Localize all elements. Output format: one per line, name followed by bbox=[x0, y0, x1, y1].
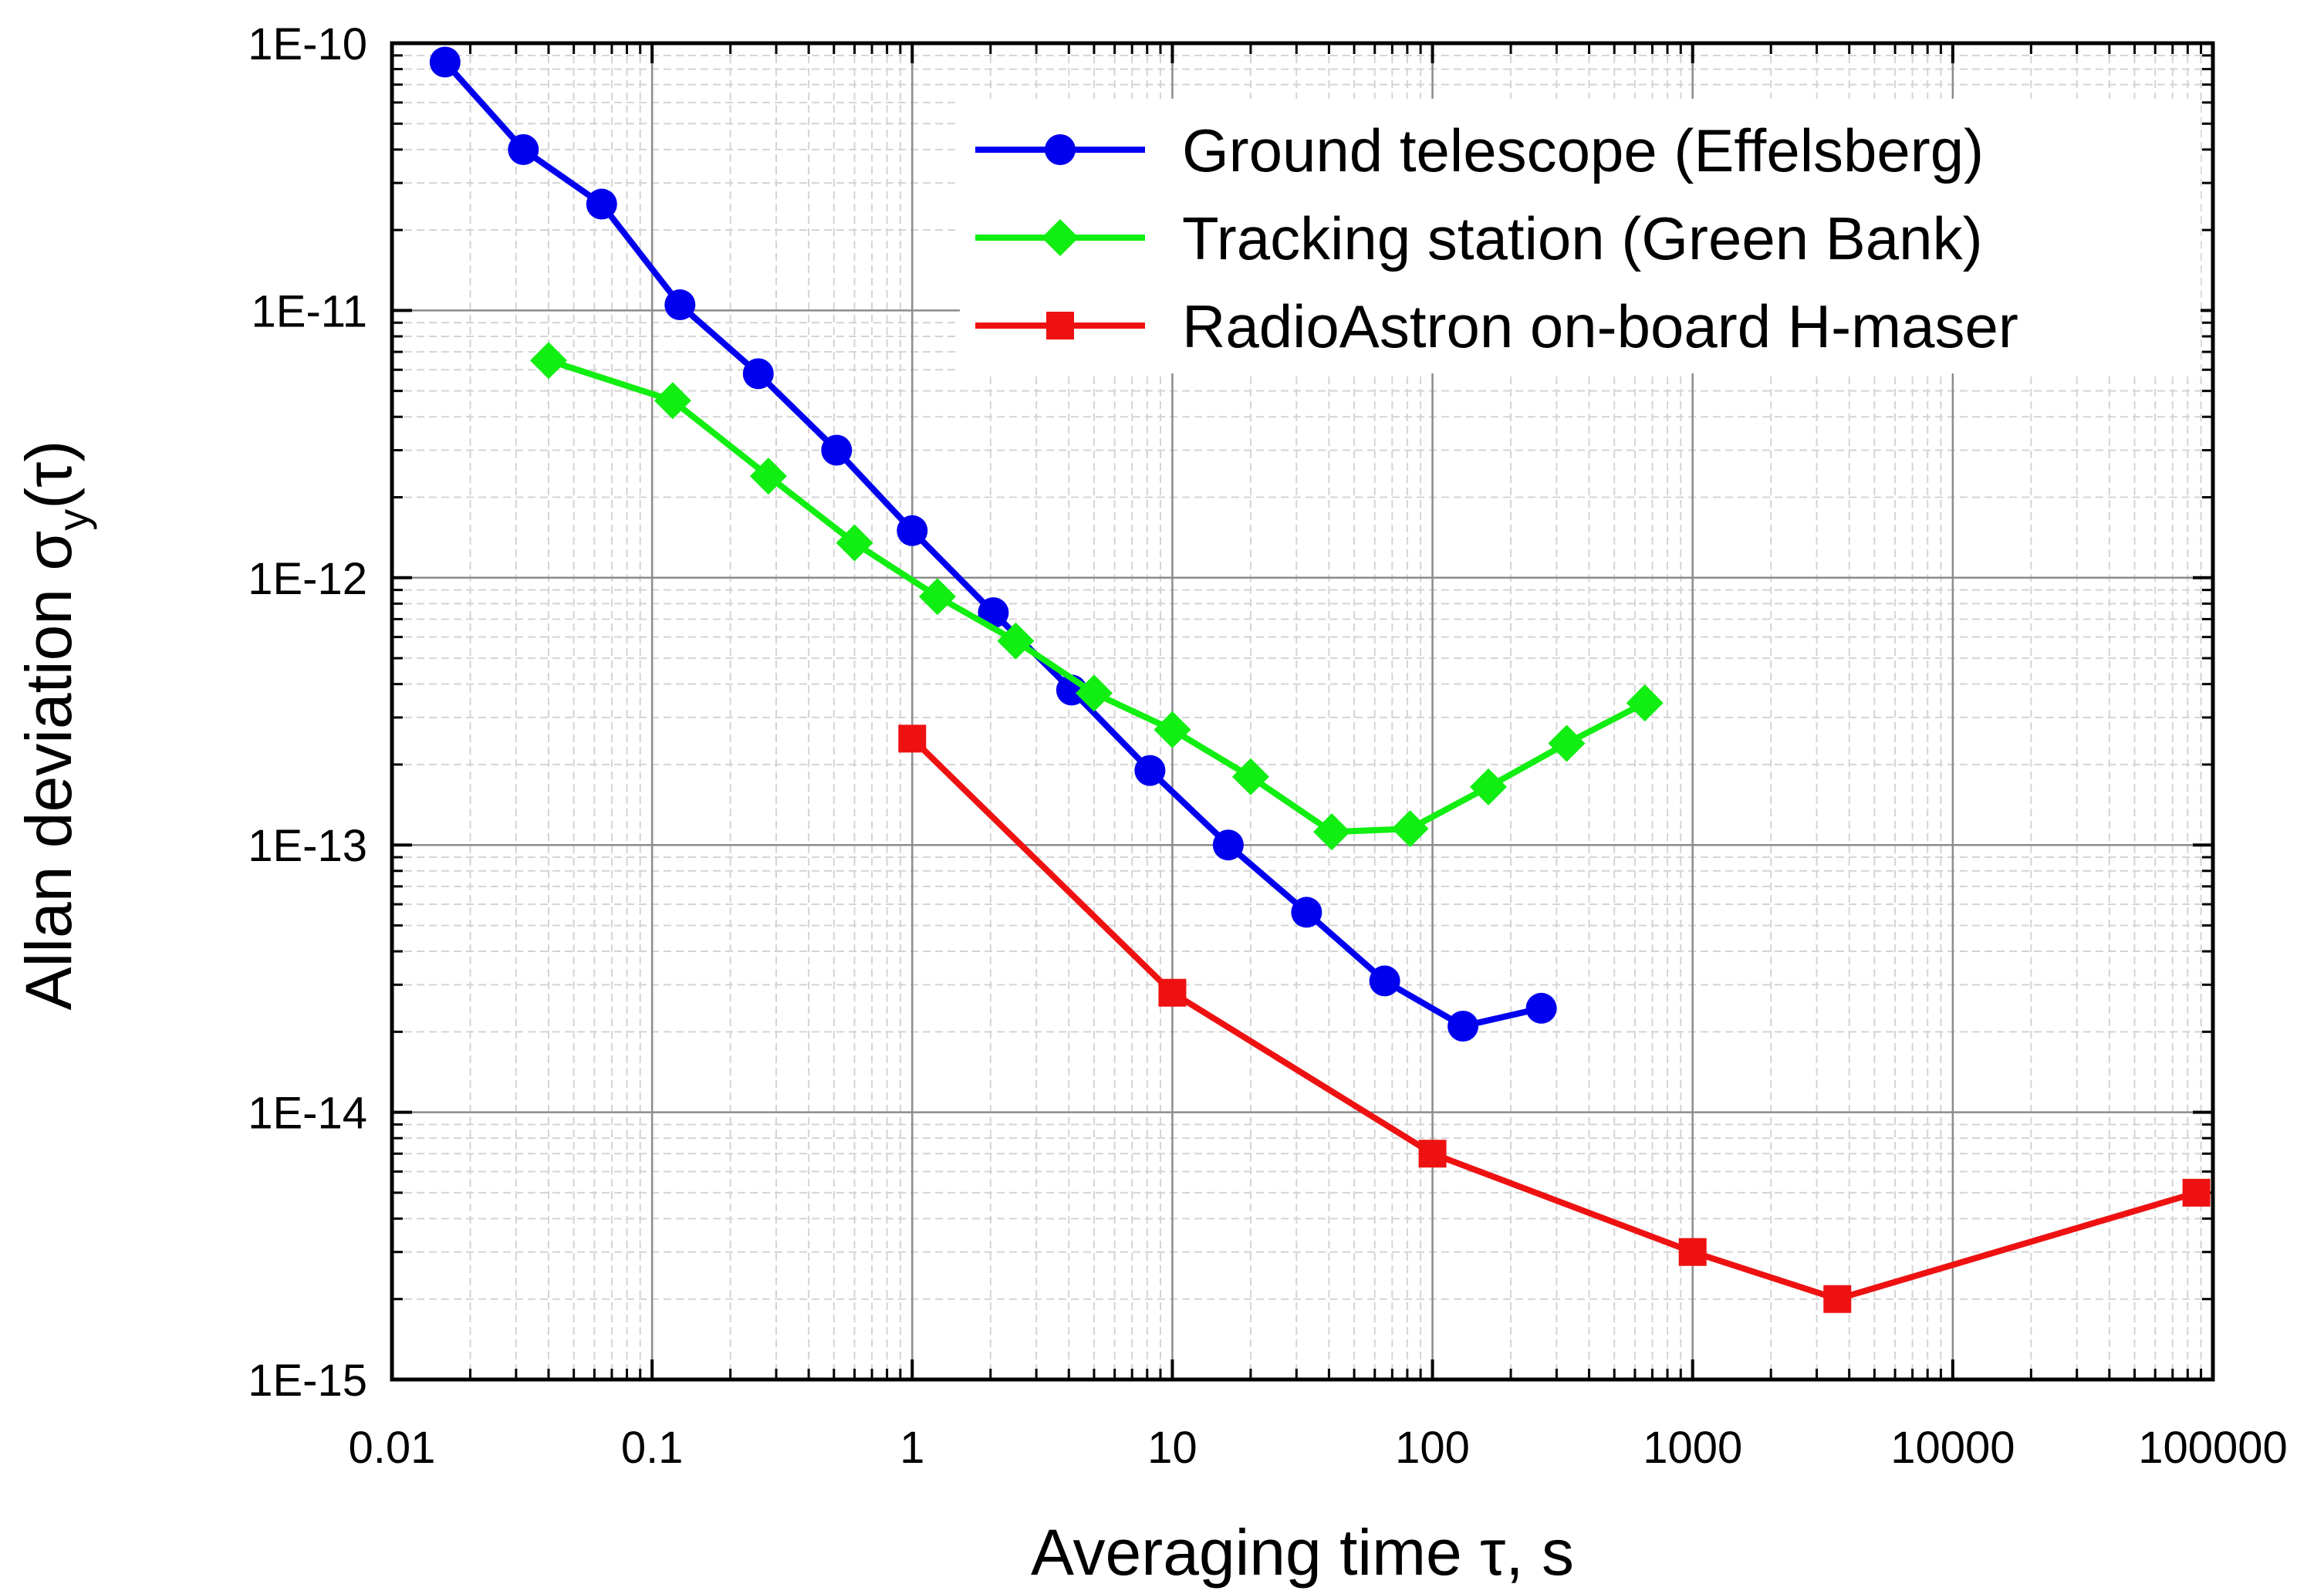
legend-entry: Tracking station (Green Bank) bbox=[975, 204, 1983, 272]
legend-marker-square bbox=[1046, 312, 1074, 339]
data-point-diamond bbox=[918, 578, 956, 616]
y-tick-label: 1E-10 bbox=[248, 19, 367, 69]
x-tick-label: 10000 bbox=[1890, 1423, 2015, 1473]
y-tick-label: 1E-14 bbox=[248, 1089, 367, 1139]
legend: Ground telescope (Effelsberg) Tracking st… bbox=[960, 99, 2201, 373]
series-layer bbox=[429, 46, 2211, 1313]
data-point-square bbox=[2182, 1178, 2211, 1207]
data-point-diamond bbox=[1154, 711, 1191, 748]
legend-box bbox=[960, 99, 2201, 373]
series-3 bbox=[898, 724, 2211, 1313]
minor-gridlines bbox=[392, 43, 2213, 1380]
data-point-diamond bbox=[997, 622, 1035, 660]
data-point-circle bbox=[1212, 829, 1244, 861]
y-axis-ticks: 1E-15 1E-14 1E-13 1E-12 1E-11 1E-10 bbox=[248, 19, 2213, 1406]
data-point-circle bbox=[1291, 897, 1322, 928]
data-point-diamond bbox=[749, 458, 787, 495]
data-point-circle bbox=[821, 434, 853, 466]
series-2 bbox=[529, 342, 1664, 851]
plot-axes bbox=[390, 41, 2215, 1382]
data-point-circle bbox=[897, 515, 928, 546]
data-point-diamond bbox=[1313, 813, 1351, 851]
data-point-circle bbox=[1369, 965, 1400, 997]
data-point-circle bbox=[1525, 992, 1557, 1024]
y-tick-label: 1E-15 bbox=[248, 1356, 367, 1406]
data-point-square bbox=[1678, 1238, 1707, 1266]
x-tick-label: 1000 bbox=[1643, 1423, 1742, 1473]
data-point-circle bbox=[1447, 1010, 1479, 1042]
data-point-diamond bbox=[1548, 724, 1586, 762]
x-tick-label: 100 bbox=[1395, 1423, 1470, 1473]
y-tick-label: 1E-11 bbox=[252, 286, 367, 336]
data-point-diamond bbox=[1626, 684, 1664, 722]
y-tick-label: 1E-13 bbox=[248, 821, 367, 871]
x-tick-label: 10 bbox=[1147, 1423, 1197, 1473]
legend-label: Ground telescope (Effelsberg) bbox=[1182, 117, 1984, 184]
data-point-diamond bbox=[1470, 768, 1508, 805]
x-axis-title: Averaging time τ, s bbox=[1031, 1516, 1574, 1589]
data-point-diamond bbox=[1231, 758, 1269, 795]
data-point-square bbox=[898, 724, 927, 753]
legend-entry: RadioAstron on-board H-maser bbox=[975, 292, 2018, 360]
x-tick-label: 100000 bbox=[2138, 1423, 2288, 1473]
data-point-circle bbox=[429, 46, 461, 78]
data-point-diamond bbox=[1391, 810, 1429, 848]
data-point-circle bbox=[664, 289, 696, 321]
legend-marker-diamond bbox=[1042, 219, 1079, 256]
legend-entry: Ground telescope (Effelsberg) bbox=[975, 117, 1984, 184]
data-point-circle bbox=[508, 133, 539, 165]
data-point-square bbox=[1418, 1140, 1447, 1168]
series-line bbox=[910, 736, 2197, 1302]
legend-label: RadioAstron on-board H-maser bbox=[1182, 292, 2018, 360]
y-axis-title: Allan deviation σy(τ) bbox=[12, 441, 97, 1011]
legend-label: Tracking station (Green Bank) bbox=[1182, 204, 1983, 272]
data-point-square bbox=[1158, 978, 1187, 1007]
data-point-diamond bbox=[836, 524, 873, 562]
series-1 bbox=[429, 46, 1557, 1042]
x-tick-label: 0.01 bbox=[349, 1423, 436, 1473]
plot-frame bbox=[390, 41, 2215, 1382]
series-line bbox=[547, 357, 1647, 836]
x-tick-label: 1 bbox=[900, 1423, 924, 1473]
legend-marker-circle bbox=[1045, 134, 1076, 165]
data-point-circle bbox=[586, 188, 617, 220]
data-point-diamond bbox=[529, 342, 567, 380]
y-tick-label: 1E-12 bbox=[248, 554, 367, 604]
data-point-diamond bbox=[654, 382, 691, 420]
x-tick-label: 0.1 bbox=[621, 1423, 684, 1473]
data-point-circle bbox=[1134, 755, 1166, 786]
data-point-circle bbox=[742, 358, 774, 390]
data-point-diamond bbox=[1075, 674, 1113, 712]
data-point-square bbox=[1823, 1285, 1852, 1313]
x-axis-ticks: 0.01 0.1 1 10 100 1000 10000 100000 bbox=[349, 43, 2288, 1473]
